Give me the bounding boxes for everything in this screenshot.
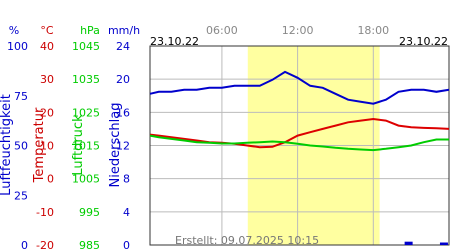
y-tick-label: 995 [79,206,100,219]
y-tick-label: 0 [21,239,28,250]
date-end: 23.10.22 [399,35,448,48]
axis-label: Luftdruck [71,114,86,176]
axis-label: Temperatur [32,107,47,183]
series-line [149,70,450,105]
axis-label: Niederschlag [108,103,123,188]
y-tick-label: 1035 [72,73,100,86]
y-tick-label: 20 [40,106,54,119]
y-tick-label: 4 [123,206,130,219]
y-tick-label: 30 [40,73,54,86]
y-tick-label: 16 [116,106,130,119]
plot-border [149,45,450,246]
x-tick-label: 18:00 [357,24,389,37]
axis-unit: °C [40,24,54,37]
y-tick-label: 1045 [72,40,100,53]
x-tick-label: 06:00 [206,24,238,37]
y-tick-label: 10 [40,140,54,153]
y-tick-label: 100 [7,40,28,53]
axis-unit: mm/h [108,24,140,37]
y-tick-label: 40 [40,40,54,53]
y-tick-label: 1015 [72,140,100,153]
date-start: 23.10.22 [150,35,199,48]
series-line [149,134,449,152]
x-tick-label: 12:00 [282,24,314,37]
y-tick-label: -10 [36,206,54,219]
series-line [149,117,450,149]
y-tick-label: 0 [47,173,54,186]
y-tick-label: 25 [14,189,28,202]
y-tick-label: 50 [14,140,28,153]
precipitation-bar [404,241,413,245]
y-tick-label: 1025 [72,106,100,119]
axis-unit: % [9,24,19,37]
y-tick-label: 1005 [72,173,100,186]
y-tick-label: 12 [116,140,130,153]
axis-unit: hPa [80,24,100,37]
y-tick-label: 8 [123,173,130,186]
y-tick-label: 24 [116,40,130,53]
y-tick-label: 75 [14,90,28,103]
footer: Erstellt: 09.07.2025 10:15 [175,234,319,247]
axis-label: Luftfeuchtigkeit [0,94,14,196]
y-tick-label: 985 [79,239,100,250]
precipitation-bar [439,242,448,245]
y-tick-label: -20 [36,239,54,250]
y-tick-label: 20 [116,73,130,86]
y-tick-label: 0 [123,239,130,250]
